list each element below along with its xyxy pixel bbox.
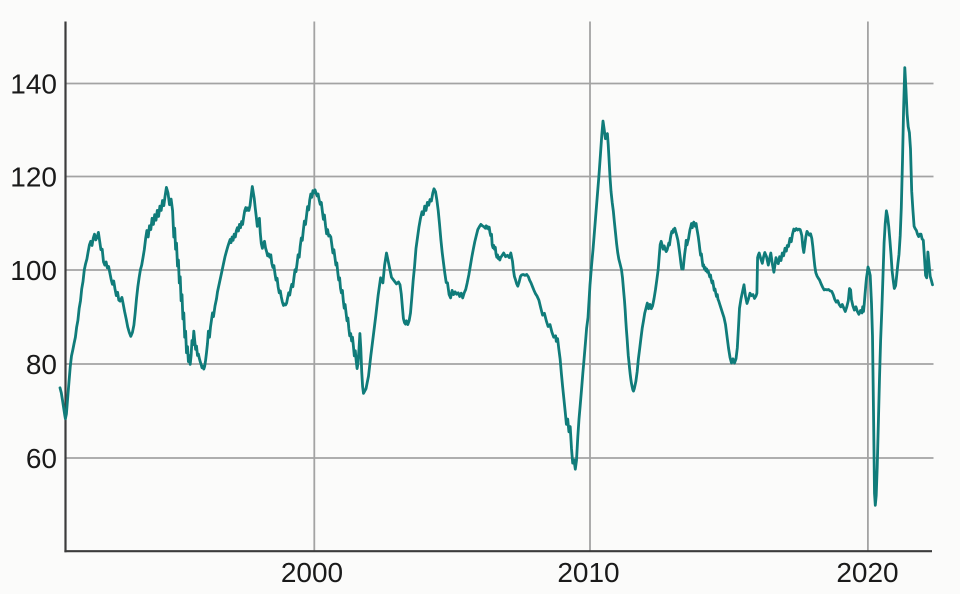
svg-text:60: 60 [26,443,57,474]
svg-text:2010: 2010 [557,557,619,588]
svg-text:2000: 2000 [281,557,343,588]
svg-text:2020: 2020 [836,557,898,588]
svg-text:140: 140 [10,69,57,100]
svg-text:80: 80 [26,349,57,380]
svg-text:120: 120 [10,162,57,193]
svg-text:100: 100 [10,255,57,286]
